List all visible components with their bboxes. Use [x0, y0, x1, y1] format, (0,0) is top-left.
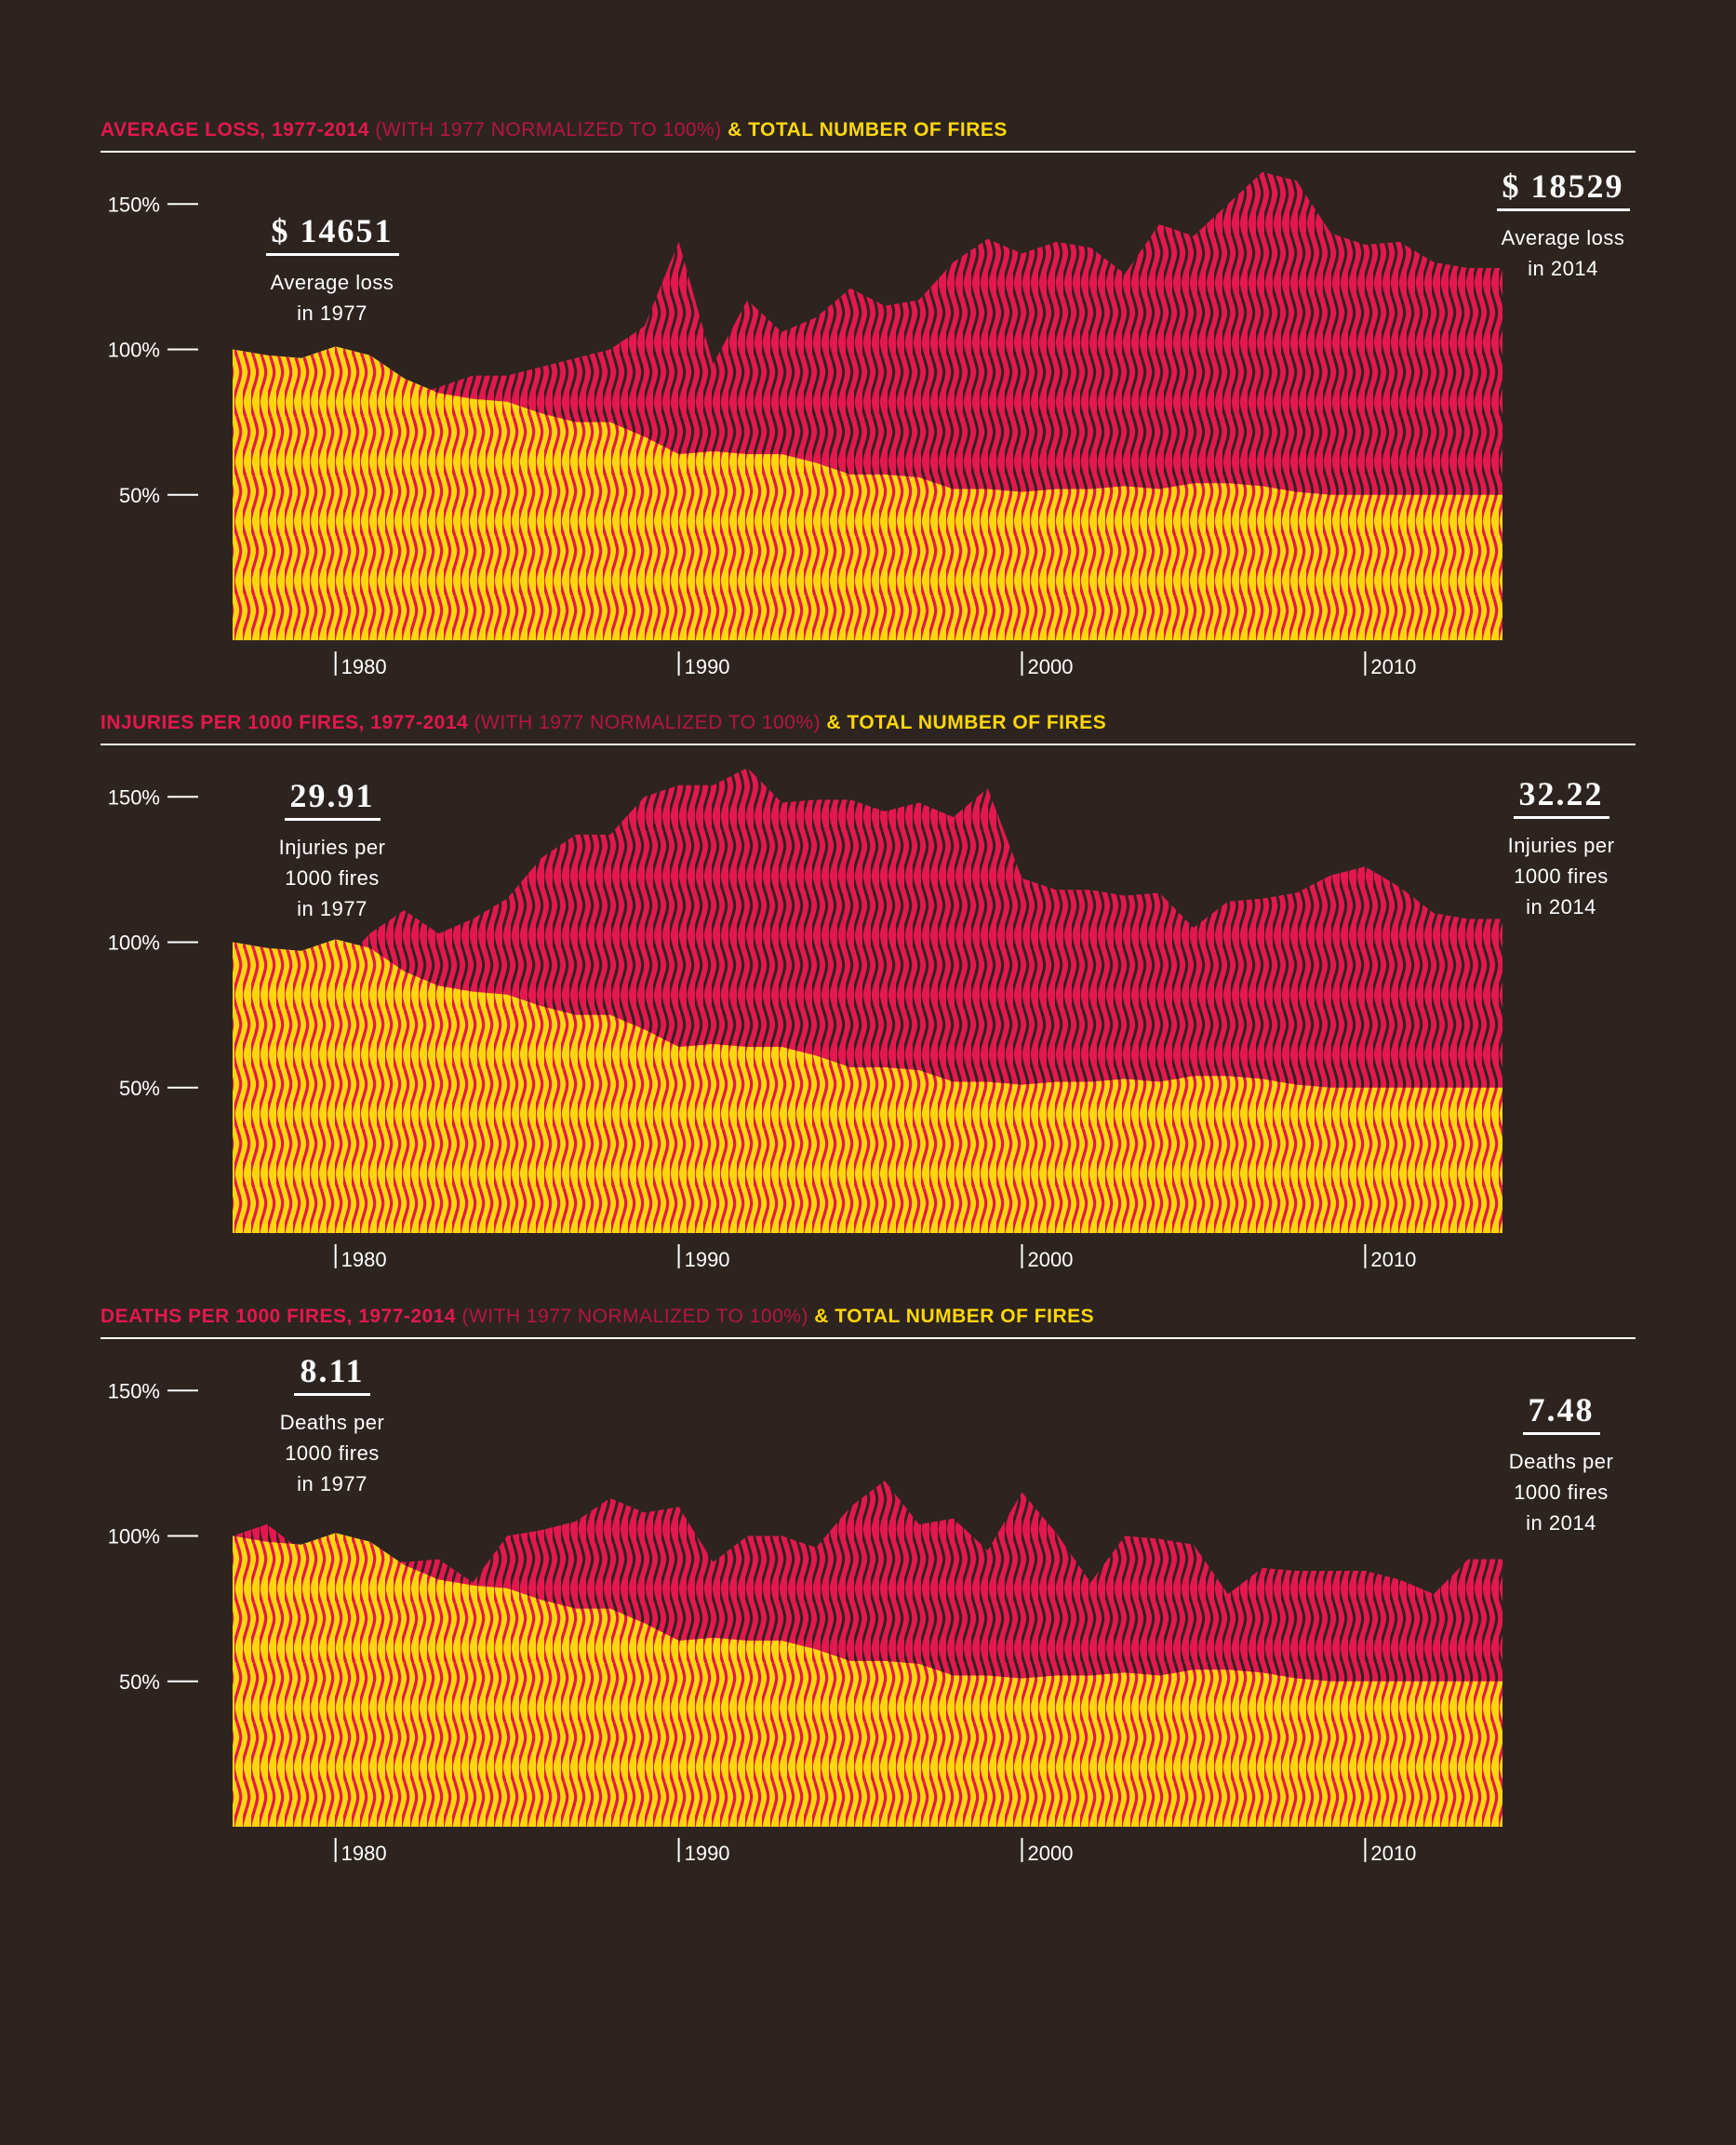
end-label-line: Average loss [1501, 226, 1625, 249]
area-chart: 50% 100% 150% 1980 1990 2000 2010 [108, 768, 1502, 1271]
y-tick-label: 150% [108, 785, 160, 809]
title-normalized-note: (WITH 1977 NORMALIZED TO 100%) [456, 1306, 808, 1327]
title-primary: DEATHS PER 1000 FIRES, 1977-2014 [100, 1306, 457, 1327]
start-annotation: 8.11 Deaths per 1000 fires in 1977 [239, 1352, 425, 1499]
end-label-line: in 2014 [1528, 257, 1598, 280]
x-tick-label: 2010 [1370, 1248, 1416, 1271]
chart-title: AVERAGE LOSS, 1977-2014 (WITH 1977 NORMA… [100, 119, 1636, 141]
y-tick-label: 100% [108, 932, 160, 955]
x-tick-label: 1990 [685, 1248, 730, 1271]
start-value: 29.91 [284, 777, 381, 821]
x-tick-label: 1980 [341, 655, 387, 678]
x-tick-label: 1980 [341, 1842, 387, 1865]
chart-panel-deaths: DEATHS PER 1000 FIRES, 1977-2014 (WITH 1… [0, 1306, 1736, 1901]
title-primary: INJURIES PER 1000 FIRES, 1977-2014 [100, 712, 469, 733]
chart-panel-average-loss: AVERAGE LOSS, 1977-2014 (WITH 1977 NORMA… [0, 119, 1736, 715]
area-chart: 50% 100% 150% 1980 1990 2000 2010 [108, 1379, 1502, 1865]
area-chart: 50% 100% 150% 1980 1990 2000 2010 [108, 171, 1502, 678]
title-normalized-note: (WITH 1977 NORMALIZED TO 100%) [468, 712, 821, 733]
end-label: Injuries per 1000 fires in 2014 [1468, 830, 1654, 922]
y-tick-label: 150% [108, 193, 160, 216]
end-annotation: $ 18529 Average loss in 2014 [1470, 168, 1656, 284]
end-value: $ 18529 [1496, 168, 1630, 211]
x-tick-label: 2010 [1370, 1842, 1416, 1865]
end-value: 7.48 [1522, 1391, 1600, 1435]
start-annotation: 29.91 Injuries per 1000 fires in 1977 [239, 777, 425, 924]
end-value: 32.22 [1513, 775, 1609, 819]
end-label-line: Injuries per [1507, 834, 1615, 857]
y-tick-label: 50% [119, 1670, 160, 1694]
start-label-line: Injuries per [278, 836, 386, 859]
y-tick-label: 50% [119, 484, 160, 507]
y-tick-label: 100% [108, 339, 160, 362]
title-rule [100, 744, 1636, 745]
y-tick-label: 50% [119, 1077, 160, 1100]
end-label-line: 1000 fires [1514, 865, 1609, 888]
fires-area [233, 346, 1502, 640]
start-label: Injuries per 1000 fires in 1977 [239, 832, 425, 924]
title-normalized-note: (WITH 1977 NORMALIZED TO 100%) [368, 119, 722, 141]
x-tick-label: 1980 [341, 1248, 387, 1271]
start-label: Average loss in 1977 [239, 267, 425, 328]
end-label-line: in 2014 [1526, 895, 1596, 918]
title-rule [100, 151, 1636, 153]
start-label-line: Deaths per [279, 1411, 385, 1434]
start-label-line: 1000 fires [285, 866, 380, 890]
chart-panel-injuries: INJURIES PER 1000 FIRES, 1977-2014 (WITH… [0, 712, 1736, 1307]
chart-title: INJURIES PER 1000 FIRES, 1977-2014 (WITH… [100, 712, 1636, 734]
end-label-line: Deaths per [1508, 1450, 1614, 1473]
start-label-line: in 1977 [297, 897, 367, 920]
start-label: Deaths per 1000 fires in 1977 [239, 1407, 425, 1499]
title-secondary: & TOTAL NUMBER OF FIRES [721, 119, 1008, 141]
end-annotation: 7.48 Deaths per 1000 fires in 2014 [1468, 1391, 1654, 1538]
end-label-line: in 2014 [1526, 1511, 1596, 1535]
fires-area [233, 939, 1502, 1233]
chart-title: DEATHS PER 1000 FIRES, 1977-2014 (WITH 1… [100, 1306, 1636, 1328]
y-tick-label: 100% [108, 1525, 160, 1548]
start-value: 8.11 [294, 1352, 370, 1396]
title-rule [100, 1337, 1636, 1339]
end-label: Deaths per 1000 fires in 2014 [1468, 1446, 1654, 1538]
title-secondary: & TOTAL NUMBER OF FIRES [808, 1306, 1095, 1327]
start-label-line: 1000 fires [285, 1441, 380, 1465]
y-tick-label: 150% [108, 1379, 160, 1402]
end-annotation: 32.22 Injuries per 1000 fires in 2014 [1468, 775, 1654, 922]
title-primary: AVERAGE LOSS, 1977-2014 [100, 119, 369, 141]
title-secondary: & TOTAL NUMBER OF FIRES [821, 712, 1107, 733]
x-tick-label: 2000 [1028, 655, 1074, 678]
x-tick-label: 2000 [1028, 1248, 1074, 1271]
end-label-line: 1000 fires [1514, 1481, 1609, 1504]
x-tick-label: 2000 [1028, 1842, 1074, 1865]
start-label-line: Average loss [270, 271, 394, 294]
x-tick-label: 1990 [685, 655, 730, 678]
start-label-line: in 1977 [297, 302, 367, 325]
x-tick-label: 1990 [685, 1842, 730, 1865]
fires-area [233, 1533, 1502, 1827]
start-label-line: in 1977 [297, 1472, 367, 1495]
start-annotation: $ 14651 Average loss in 1977 [239, 212, 425, 328]
start-value: $ 14651 [265, 212, 399, 256]
x-tick-label: 2010 [1370, 655, 1416, 678]
end-label: Average loss in 2014 [1470, 222, 1656, 284]
